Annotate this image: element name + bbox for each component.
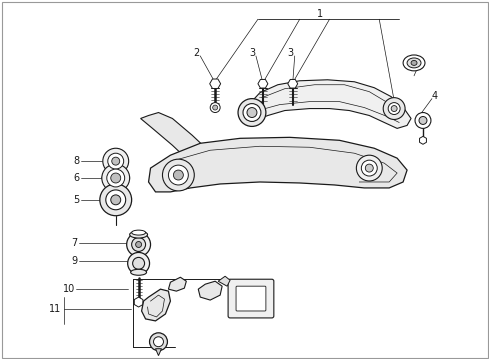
Circle shape — [356, 155, 382, 181]
Text: 10: 10 — [63, 284, 75, 294]
Circle shape — [383, 98, 405, 120]
Circle shape — [108, 153, 123, 169]
Circle shape — [100, 184, 132, 216]
Polygon shape — [258, 80, 268, 88]
Text: 5: 5 — [73, 195, 79, 205]
Circle shape — [112, 157, 120, 165]
Ellipse shape — [102, 174, 130, 182]
Circle shape — [247, 108, 257, 117]
Text: 6: 6 — [73, 173, 79, 183]
Circle shape — [136, 242, 142, 247]
Polygon shape — [141, 113, 218, 172]
Circle shape — [366, 164, 373, 172]
Text: 7: 7 — [71, 238, 77, 248]
Text: 2: 2 — [416, 61, 422, 71]
Circle shape — [111, 173, 121, 183]
FancyBboxPatch shape — [228, 279, 274, 318]
Polygon shape — [169, 277, 186, 291]
FancyBboxPatch shape — [236, 286, 266, 311]
Circle shape — [391, 105, 397, 112]
Circle shape — [415, 113, 431, 129]
Circle shape — [169, 165, 188, 185]
Circle shape — [103, 148, 129, 174]
Circle shape — [111, 195, 121, 205]
Ellipse shape — [131, 269, 147, 275]
Circle shape — [102, 164, 130, 192]
Circle shape — [173, 170, 183, 180]
Circle shape — [153, 337, 164, 347]
Circle shape — [210, 103, 220, 113]
Text: 8: 8 — [73, 156, 79, 166]
Circle shape — [127, 233, 150, 256]
Text: 1: 1 — [317, 9, 322, 19]
Polygon shape — [134, 297, 143, 307]
Circle shape — [361, 160, 377, 176]
Text: 11: 11 — [49, 304, 61, 314]
Polygon shape — [148, 137, 407, 192]
Circle shape — [213, 105, 218, 110]
Text: 4: 4 — [432, 91, 438, 101]
Circle shape — [419, 117, 427, 125]
Polygon shape — [210, 79, 220, 89]
Circle shape — [388, 103, 400, 114]
Polygon shape — [244, 80, 411, 129]
Polygon shape — [288, 80, 298, 88]
Polygon shape — [218, 276, 230, 286]
Text: 3: 3 — [288, 48, 294, 58]
Text: 2: 2 — [193, 48, 199, 58]
Text: 9: 9 — [71, 256, 77, 266]
Circle shape — [107, 169, 124, 187]
Polygon shape — [198, 281, 222, 300]
Ellipse shape — [411, 60, 417, 66]
Circle shape — [128, 252, 149, 274]
Circle shape — [243, 104, 261, 121]
Polygon shape — [419, 136, 426, 144]
Circle shape — [163, 159, 195, 191]
Circle shape — [149, 333, 168, 351]
Ellipse shape — [130, 231, 147, 238]
Text: 3: 3 — [249, 48, 255, 58]
Circle shape — [133, 257, 145, 269]
Ellipse shape — [407, 58, 421, 68]
Circle shape — [238, 99, 266, 126]
Circle shape — [132, 238, 146, 251]
Circle shape — [106, 190, 125, 210]
Polygon shape — [142, 289, 171, 321]
Ellipse shape — [132, 230, 146, 235]
Polygon shape — [155, 349, 162, 356]
Ellipse shape — [403, 55, 425, 71]
